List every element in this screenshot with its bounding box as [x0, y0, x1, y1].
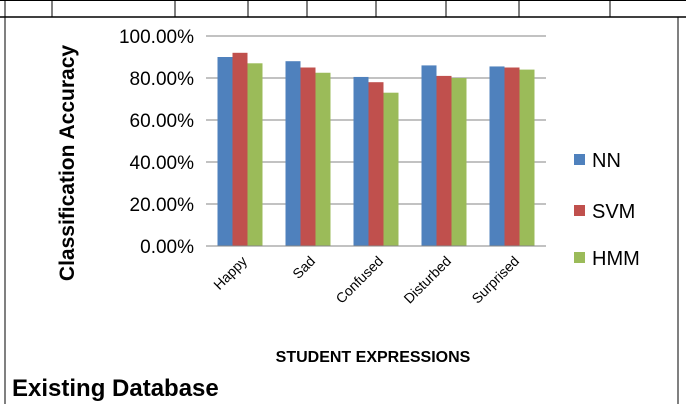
bar-nn-sad: [285, 61, 301, 247]
bar-svm-happy: [232, 52, 248, 246]
x-tick-label: Happy: [210, 253, 250, 293]
bar-svm-sad: [300, 67, 316, 246]
bar-svm-surprised: [504, 67, 520, 246]
bar-nn-confused: [353, 76, 369, 246]
bar-hmm-confused: [383, 92, 399, 246]
legend: NN SVM HMM: [574, 150, 640, 270]
legend-swatch-nn: [574, 154, 585, 165]
y-tick-label: 100.00%: [119, 27, 194, 48]
legend-label-svm: SVM: [592, 201, 635, 223]
legend-label-hmm: HMM: [592, 248, 640, 270]
bar-svm-confused: [368, 82, 384, 246]
bar-nn-happy: [217, 57, 233, 246]
y-tick-label: 40.00%: [130, 153, 195, 174]
y-tick-label: 0.00%: [140, 237, 194, 258]
y-tick-label: 80.00%: [130, 69, 195, 90]
bar-series: [217, 52, 535, 247]
legend-swatch-svm: [574, 205, 585, 216]
x-tick-label: Confused: [332, 253, 386, 307]
bar-svm-disturbed: [436, 75, 452, 247]
bar-nn-surprised: [489, 66, 505, 246]
x-tick-labels: Happy Sad Confused Disturbed Surprised: [210, 253, 522, 307]
y-tick-label: 60.00%: [130, 111, 195, 132]
bar-hmm-disturbed: [451, 78, 467, 246]
bar-hmm-sad: [315, 72, 331, 246]
x-tick-label: Sad: [289, 253, 318, 282]
x-axis-title: STUDENT EXPRESSIONS: [276, 349, 471, 366]
bar-nn-disturbed: [421, 65, 437, 247]
bar-hmm-happy: [247, 63, 263, 246]
x-tick-label: Surprised: [468, 253, 522, 307]
legend-label-nn: NN: [592, 150, 621, 172]
x-tick-label: Disturbed: [400, 253, 454, 307]
legend-swatch-hmm: [574, 252, 585, 263]
y-tick-labels: 0.00% 20.00% 40.00% 60.00% 80.00% 100.00%: [119, 27, 194, 258]
y-tick-label: 20.00%: [130, 195, 195, 216]
figure-caption: Existing Database: [12, 375, 219, 402]
bar-hmm-surprised: [519, 69, 535, 246]
y-axis-title: Classification Accuracy: [56, 45, 79, 281]
